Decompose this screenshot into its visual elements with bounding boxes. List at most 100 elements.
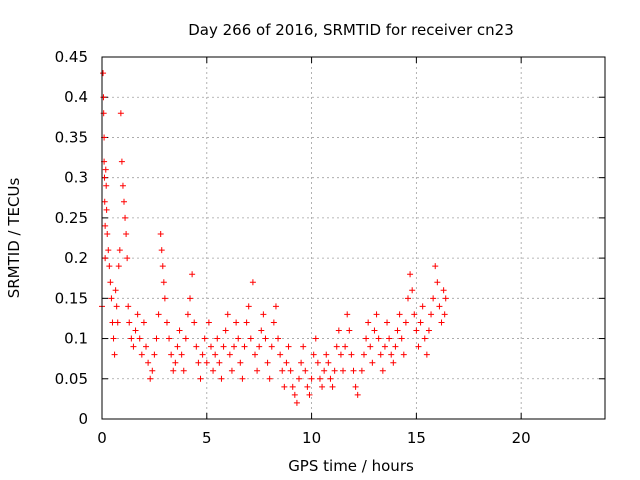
data-point	[283, 359, 290, 366]
data-point	[369, 359, 376, 366]
data-point	[187, 295, 194, 302]
data-point	[254, 367, 261, 374]
data-point	[440, 287, 447, 294]
data-point	[214, 335, 221, 342]
data-point	[147, 375, 154, 382]
data-point	[104, 230, 111, 237]
y-tick-label: 0.15	[55, 289, 88, 307]
data-point	[310, 351, 317, 358]
data-point	[170, 367, 177, 374]
data-point	[281, 383, 288, 390]
data-point	[377, 351, 384, 358]
data-point	[184, 311, 191, 318]
data-point	[379, 367, 386, 374]
data-point	[415, 343, 422, 350]
data-point	[145, 359, 152, 366]
data-point	[128, 335, 135, 342]
data-point	[392, 343, 399, 350]
data-point	[407, 271, 414, 278]
data-point	[319, 383, 326, 390]
data-point	[333, 343, 340, 350]
data-point	[199, 351, 206, 358]
y-tick-label: 0	[78, 410, 88, 428]
data-point	[163, 319, 170, 326]
x-tick-label: 20	[512, 429, 531, 447]
data-point	[233, 319, 240, 326]
data-point	[220, 343, 227, 350]
data-point	[258, 327, 265, 334]
data-point	[174, 343, 181, 350]
data-point	[102, 222, 109, 229]
data-point	[312, 335, 319, 342]
data-point	[340, 367, 347, 374]
data-point	[306, 391, 313, 398]
data-point	[122, 214, 129, 221]
data-point	[116, 247, 123, 254]
data-point	[308, 375, 315, 382]
data-point	[109, 319, 116, 326]
data-point	[112, 287, 119, 294]
data-point	[342, 343, 349, 350]
data-point	[421, 335, 428, 342]
data-point	[100, 70, 107, 77]
y-tick-label: 0.05	[55, 370, 88, 388]
data-point	[249, 279, 256, 286]
data-point	[270, 319, 277, 326]
data-point	[158, 247, 165, 254]
x-axis-label: GPS time / hours	[288, 457, 414, 475]
data-point	[106, 263, 113, 270]
data-point	[205, 319, 212, 326]
data-point	[413, 327, 420, 334]
data-point	[245, 303, 252, 310]
data-point	[287, 367, 294, 374]
data-point	[118, 158, 125, 165]
y-tick-label: 0.45	[55, 48, 88, 66]
data-point	[363, 335, 370, 342]
data-point	[108, 295, 115, 302]
data-point	[180, 367, 187, 374]
data-point	[241, 343, 248, 350]
data-point	[226, 351, 233, 358]
data-point	[367, 343, 374, 350]
data-point	[191, 319, 198, 326]
data-point	[125, 303, 132, 310]
data-point	[103, 182, 110, 189]
data-point	[247, 335, 254, 342]
data-point	[272, 303, 279, 310]
data-point	[168, 351, 175, 358]
data-point	[331, 367, 338, 374]
data-point	[279, 367, 286, 374]
data-point	[134, 311, 141, 318]
y-tick-label: 0.1	[64, 330, 88, 348]
data-point	[140, 319, 147, 326]
y-axis-label: SRMTID / TECUs	[5, 178, 23, 299]
data-point	[404, 295, 411, 302]
data-point	[381, 343, 388, 350]
data-point	[121, 198, 128, 205]
data-point	[136, 335, 143, 342]
data-point	[425, 327, 432, 334]
data-point	[155, 311, 162, 318]
data-point	[102, 166, 109, 173]
data-point	[218, 375, 225, 382]
data-point	[264, 359, 271, 366]
data-point	[172, 359, 179, 366]
data-point	[117, 110, 124, 117]
data-point	[365, 319, 372, 326]
data-point	[124, 255, 131, 262]
data-point	[352, 383, 359, 390]
data-point	[102, 255, 109, 262]
data-point	[237, 359, 244, 366]
data-point	[302, 367, 309, 374]
data-point	[432, 263, 439, 270]
data-point	[256, 343, 263, 350]
data-point	[239, 375, 246, 382]
data-point	[110, 335, 117, 342]
data-point	[201, 335, 208, 342]
data-point	[138, 351, 145, 358]
data-point	[390, 359, 397, 366]
data-point	[373, 311, 380, 318]
y-tick-label: 0.4	[64, 88, 88, 106]
data-point	[210, 367, 217, 374]
